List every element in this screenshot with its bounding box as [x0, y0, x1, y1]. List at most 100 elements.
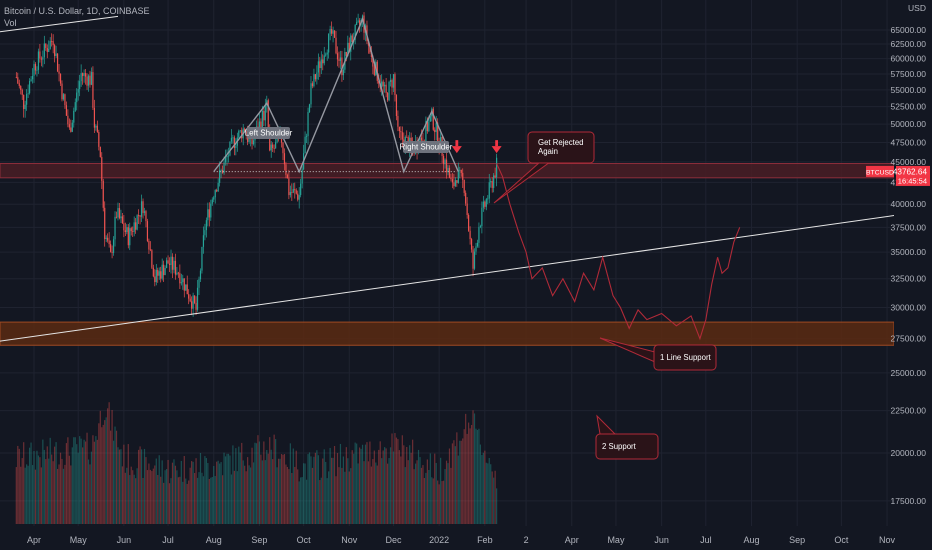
- volume-bar: [211, 476, 213, 524]
- candle-body: [84, 73, 87, 77]
- volume-bar: [313, 456, 315, 524]
- candle-body: [434, 129, 436, 133]
- candle-body: [167, 260, 169, 264]
- candle-body: [198, 279, 200, 288]
- candle-body: [386, 92, 389, 101]
- candle-body: [174, 260, 177, 275]
- candle-body: [487, 198, 489, 200]
- volume-bar: [233, 470, 235, 524]
- volume-bar: [305, 479, 308, 524]
- candle-body: [108, 240, 110, 245]
- volume-bar: [20, 466, 22, 524]
- price-tick-label: 62500.00: [891, 39, 927, 49]
- candle-body: [445, 159, 448, 173]
- volume-bar: [108, 402, 110, 524]
- candle-body: [476, 242, 479, 247]
- candle-body: [17, 77, 19, 84]
- candle-body: [342, 69, 344, 76]
- volume-bar: [395, 437, 398, 524]
- volume-bar: [303, 463, 305, 524]
- volume-bar: [472, 410, 474, 524]
- volume-bar: [33, 450, 35, 524]
- volume-bar: [220, 462, 222, 524]
- candle-body: [140, 201, 143, 217]
- candle-body: [33, 64, 35, 76]
- candle-body: [112, 239, 115, 253]
- candle-body: [465, 192, 467, 204]
- candle-body: [168, 263, 171, 266]
- candle-body: [121, 216, 123, 224]
- volume-bar: [403, 445, 405, 524]
- candle-body: [182, 278, 184, 283]
- volume-bar: [487, 463, 489, 524]
- volume-bar: [59, 452, 62, 524]
- volume-bar: [241, 442, 243, 524]
- volume-bar: [112, 440, 115, 524]
- volume-bar: [473, 413, 476, 524]
- volume-bar: [488, 457, 490, 524]
- candle-body: [395, 95, 398, 117]
- volume-bar: [322, 458, 324, 524]
- volume-bar: [394, 433, 396, 524]
- time-axis[interactable]: Apr May Jun Jul Aug Sep Oct Nov Dec 2022 Feb 2 Apr Ma…: [27, 535, 896, 545]
- volume-bar: [117, 447, 119, 524]
- time-tick-label: May: [70, 535, 88, 545]
- time-tick-label: Aug: [206, 535, 222, 545]
- candle-body: [267, 100, 269, 130]
- volume-bar: [400, 456, 402, 524]
- volume-bar: [115, 430, 118, 524]
- volume-bar: [448, 448, 451, 524]
- candle-body: [339, 57, 342, 61]
- candle-body: [313, 74, 315, 87]
- volume-bar: [142, 477, 144, 524]
- volume-bar: [490, 464, 492, 524]
- volume-bar: [71, 447, 73, 524]
- candle-body: [453, 182, 455, 187]
- candle-body: [348, 42, 350, 52]
- volume-bar: [476, 430, 479, 524]
- volume-bar: [179, 476, 181, 524]
- volume-bar: [208, 479, 210, 524]
- candle-body: [398, 126, 400, 132]
- candle-body: [196, 287, 199, 310]
- candle-body: [24, 104, 26, 110]
- candle-body: [272, 144, 274, 149]
- candle-body: [64, 94, 66, 106]
- volume-bar: [46, 446, 48, 524]
- chart-legend[interactable]: Bitcoin / U.S. Dollar, 1D, COINBASE Vol: [4, 5, 150, 29]
- volume-bar: [369, 441, 371, 524]
- volume-bar: [70, 465, 72, 524]
- volume-bar: [444, 469, 446, 524]
- candle-body: [95, 125, 97, 128]
- candle-body: [160, 271, 162, 279]
- candle-body: [83, 73, 85, 76]
- price-axis[interactable]: 17500.00 20000.00 22500.00 25000.00 27500.00…: [866, 3, 930, 506]
- volume-bar: [174, 465, 177, 524]
- volume-bar: [18, 448, 20, 524]
- candle-body: [163, 264, 165, 276]
- time-tick-label: Sep: [789, 535, 805, 545]
- volume-bar: [165, 469, 168, 524]
- volume-bar: [333, 445, 336, 524]
- volume-bar: [145, 457, 147, 524]
- volume-bar: [104, 420, 106, 524]
- volume-bar: [358, 447, 361, 524]
- get-rejected-callout-box: [527, 131, 595, 164]
- candle-body: [369, 45, 371, 53]
- volume-bar: [105, 417, 107, 524]
- candle-body: [294, 189, 296, 191]
- candle-body: [220, 169, 222, 171]
- candle-body: [202, 235, 205, 247]
- candle-body: [432, 108, 434, 130]
- volume-bar: [140, 449, 143, 524]
- volume-bar: [90, 451, 93, 524]
- price-tick-label: 30000.00: [891, 302, 927, 312]
- candle-body: [276, 136, 278, 143]
- candle-body: [79, 81, 81, 90]
- down-arrow-icon: [455, 140, 459, 147]
- candle-body: [336, 53, 339, 60]
- candle-body: [208, 209, 210, 218]
- volume-bar: [351, 450, 353, 524]
- volume-bar: [161, 460, 163, 524]
